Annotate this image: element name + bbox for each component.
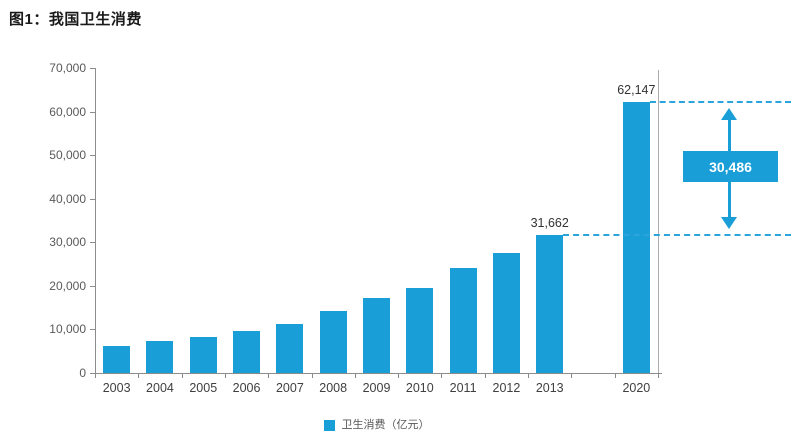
bar-2009	[363, 297, 390, 373]
figure-title: 图1：我国卫生消费	[9, 11, 142, 28]
x-axis-tick	[658, 373, 659, 378]
annotation-arrow-down-icon	[721, 217, 737, 230]
bar-2008	[319, 311, 347, 373]
x-axis-label: 2006	[232, 381, 261, 395]
legend-swatch-icon	[323, 419, 335, 431]
y-axis-line	[95, 68, 96, 373]
x-axis-tick	[398, 373, 400, 378]
x-axis-label: 2010	[405, 381, 434, 395]
x-axis-tick	[528, 373, 530, 378]
plot-right-border	[658, 70, 659, 373]
x-axis-tick	[224, 373, 226, 378]
bar-2004	[146, 341, 174, 373]
x-axis-tick	[441, 373, 443, 378]
bar-2020	[622, 102, 650, 373]
chart-legend: 卫生消费（亿元）	[95, 419, 658, 431]
x-axis-label: 2008	[319, 381, 348, 395]
x-axis-line	[95, 373, 662, 374]
x-axis-label: 2020	[622, 381, 651, 395]
y-axis-tick-label: 50,000	[49, 148, 86, 163]
dashed-reference-line	[563, 234, 791, 237]
annotation-value-box: 30,486	[683, 151, 778, 183]
x-axis-label: 2005	[189, 381, 218, 395]
bar-2011	[449, 268, 477, 373]
bar-2003	[103, 346, 131, 373]
legend-label: 卫生消费（亿元）	[341, 419, 430, 431]
y-axis-tick	[90, 198, 95, 200]
annotation-arrow-up-icon	[721, 108, 737, 121]
y-axis-tick-label: 10,000	[49, 322, 86, 337]
bar-2005	[189, 336, 217, 373]
x-axis-tick	[571, 373, 573, 378]
x-axis-tick	[484, 373, 486, 378]
y-axis-tick-label: 60,000	[49, 104, 86, 119]
dashed-reference-line	[649, 101, 791, 104]
bar-value-label: 62,147	[617, 83, 656, 98]
bar-2013	[536, 235, 564, 373]
y-axis-tick	[90, 111, 95, 113]
y-axis-tick	[90, 285, 95, 287]
bar-value-label: 31,662	[530, 216, 569, 231]
y-axis-tick-label: 70,000	[49, 61, 86, 75]
y-axis-tick-label: 0	[79, 366, 86, 380]
x-axis-tick	[181, 373, 183, 378]
bar-2012	[492, 253, 520, 373]
bar-2007	[276, 323, 304, 373]
y-axis-tick	[90, 242, 95, 244]
y-axis-tick	[90, 373, 95, 374]
x-axis-tick	[268, 373, 270, 378]
x-axis-tick	[95, 373, 96, 378]
x-axis-tick	[311, 373, 313, 378]
y-axis-tick	[90, 68, 95, 69]
x-axis-label: 2011	[449, 381, 477, 395]
y-axis-tick-label: 30,000	[49, 235, 86, 250]
y-axis-tick-label: 40,000	[49, 191, 86, 206]
x-axis-label: 2004	[146, 381, 174, 395]
x-axis-tick	[138, 373, 140, 378]
y-axis-tick	[90, 329, 95, 331]
x-axis-tick	[354, 373, 356, 378]
bar-2010	[406, 288, 434, 373]
x-axis-label: 2003	[102, 381, 131, 395]
x-axis-label: 2013	[535, 381, 564, 395]
x-axis-label: 2007	[275, 381, 304, 395]
x-axis-label: 2009	[362, 381, 391, 395]
y-axis-tick	[90, 155, 95, 157]
y-axis-tick-label: 20,000	[49, 278, 86, 293]
bar-2006	[233, 331, 261, 373]
x-axis-tick	[614, 373, 616, 378]
x-axis-label: 2012	[492, 381, 521, 395]
